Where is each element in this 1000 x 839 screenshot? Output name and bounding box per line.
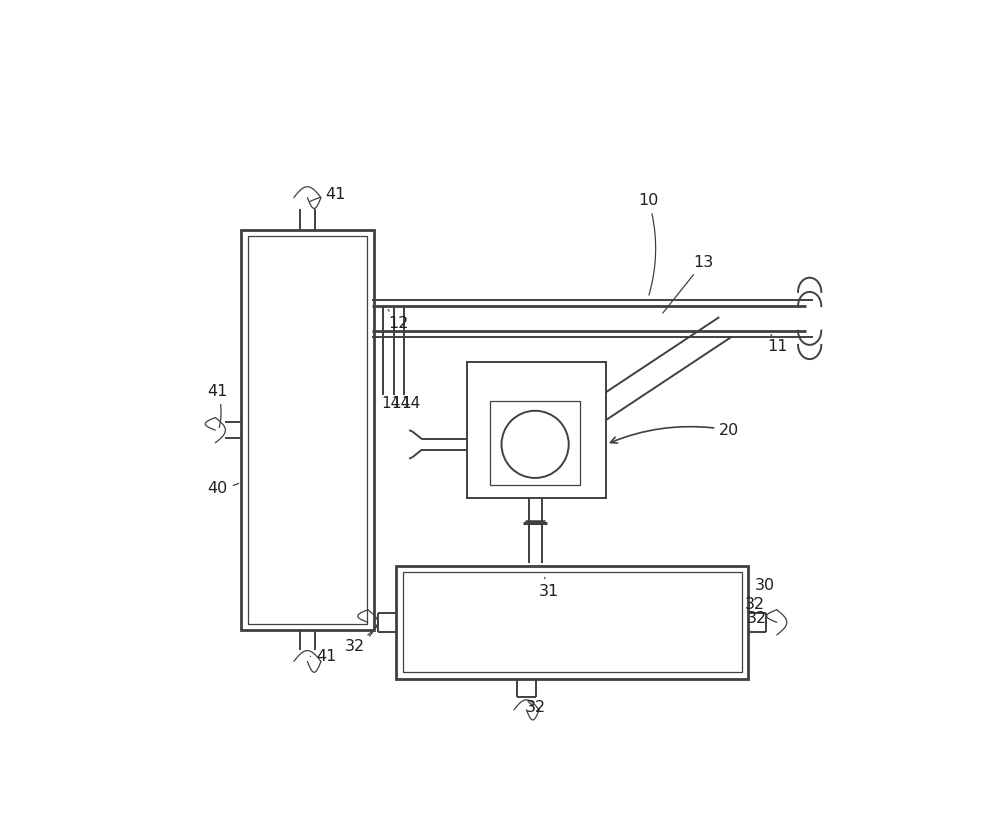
Text: 32: 32 <box>525 701 546 716</box>
Text: 13: 13 <box>663 255 714 313</box>
Bar <box>241 230 374 630</box>
Text: 14: 14 <box>401 395 421 410</box>
Bar <box>490 401 580 485</box>
Text: 11: 11 <box>768 335 788 354</box>
Text: 30: 30 <box>755 578 775 600</box>
Bar <box>403 572 742 672</box>
Bar <box>467 362 606 498</box>
Text: 14: 14 <box>392 395 411 410</box>
Bar <box>248 237 367 624</box>
Text: 41: 41 <box>310 649 336 664</box>
Text: 10: 10 <box>638 193 659 295</box>
Text: 32: 32 <box>745 597 766 616</box>
Text: 12: 12 <box>388 310 409 331</box>
Circle shape <box>502 411 569 478</box>
Text: 31: 31 <box>538 577 559 599</box>
Text: 32: 32 <box>345 625 377 654</box>
Bar <box>396 565 748 679</box>
Text: 32: 32 <box>746 611 766 626</box>
Text: 14: 14 <box>381 395 401 410</box>
Text: 41: 41 <box>310 187 346 202</box>
Text: 20: 20 <box>610 423 739 443</box>
Text: 40: 40 <box>208 481 239 496</box>
Text: 41: 41 <box>208 384 228 427</box>
